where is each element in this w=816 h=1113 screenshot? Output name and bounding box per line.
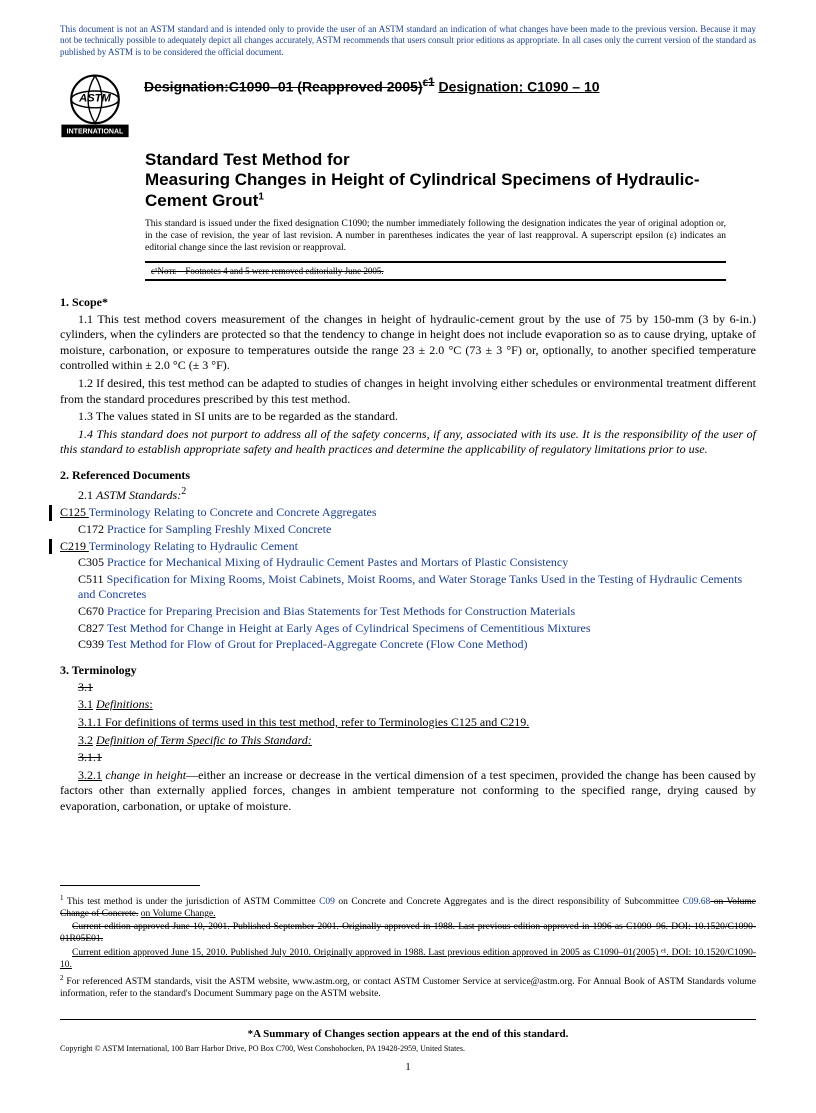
ref-title[interactable]: Terminology Relating to Concrete and Con… bbox=[89, 505, 377, 519]
ref-title[interactable]: Specification for Mixing Rooms, Moist Ca… bbox=[78, 572, 742, 602]
footnote-1-new-line: Current edition approved June 15, 2010. … bbox=[60, 948, 756, 972]
para-3-2-1: 3.2.1 change in height—either an increas… bbox=[60, 768, 756, 815]
ref-item: C827 Test Method for Change in Height at… bbox=[78, 621, 756, 637]
svg-text:ASTM: ASTM bbox=[78, 92, 111, 104]
para-1-2: 1.2 If desired, this test method can be … bbox=[60, 376, 756, 407]
title-sup: 1 bbox=[258, 191, 264, 202]
footnote-1-strike-line: Current edition approved June 10, 2001. … bbox=[60, 922, 756, 946]
ref-item: C305 Practice for Mechanical Mixing of H… bbox=[78, 555, 756, 571]
ref-item: C125 Terminology Relating to Concrete an… bbox=[49, 505, 756, 521]
epsilon-note: ε¹Nᴏᴛᴇ—Footnotes 4 and 5 were removed ed… bbox=[151, 266, 384, 276]
footnote-rule bbox=[60, 885, 200, 886]
ref-item: C670 Practice for Preparing Precision an… bbox=[78, 604, 756, 620]
ref-code: C939 bbox=[78, 637, 107, 651]
disclaimer-text: This document is not an ASTM standard an… bbox=[60, 24, 756, 58]
title-line1: Standard Test Method for bbox=[145, 150, 350, 169]
ref-title[interactable]: Terminology Relating to Hydraulic Cement bbox=[89, 539, 298, 553]
ref-title[interactable]: Practice for Preparing Precision and Bia… bbox=[107, 604, 575, 618]
ref-code: C511 bbox=[78, 572, 107, 586]
footnote-2: 2 For referenced ASTM standards, visit t… bbox=[60, 974, 756, 1001]
ref-title[interactable]: Test Method for Flow of Grout for Prepla… bbox=[107, 637, 528, 651]
page-number: 1 bbox=[60, 1061, 756, 1073]
designation-old: Designation:C1090–01 (Reapproved 2005) bbox=[144, 78, 423, 94]
ref-title[interactable]: Test Method for Change in Height at Earl… bbox=[107, 621, 591, 635]
ref-code: C172 bbox=[78, 522, 107, 536]
ref-item: C939 Test Method for Flow of Grout for P… bbox=[78, 637, 756, 653]
footnote-link-c0968[interactable]: C09.68 bbox=[683, 897, 711, 907]
ref-code: C670 bbox=[78, 604, 107, 618]
para-3-1-strike: 3.1 bbox=[78, 680, 756, 696]
designation-old-sup: ε1 bbox=[423, 76, 435, 89]
ref-title[interactable]: Practice for Mechanical Mixing of Hydrau… bbox=[107, 555, 568, 569]
ref-code: C219 bbox=[60, 539, 89, 553]
para-3-1-1-strike: 3.1.1 bbox=[78, 750, 756, 766]
footnote-1: 1 This test method is under the jurisdic… bbox=[60, 894, 756, 921]
bottom-rule bbox=[60, 1019, 756, 1020]
para-3-2: 3.2 Definition of Term Specific to This … bbox=[78, 733, 756, 749]
para-2-1: 2.1 ASTM Standards:2 bbox=[78, 485, 756, 504]
designation-new: Designation: C1090 – 10 bbox=[438, 78, 599, 94]
ref-item: C172 Practice for Sampling Freshly Mixed… bbox=[78, 522, 756, 538]
para-3-1: 3.1 Definitions: bbox=[78, 697, 756, 713]
section-3-head: 3. Terminology bbox=[60, 663, 756, 678]
svg-text:INTERNATIONAL: INTERNATIONAL bbox=[67, 128, 124, 135]
ref-code: C827 bbox=[78, 621, 107, 635]
section-2-head: 2. Referenced Documents bbox=[60, 468, 756, 483]
section-1-head: 1. Scope* bbox=[60, 295, 756, 310]
para-1-1: 1.1 This test method covers measurement … bbox=[60, 312, 756, 374]
epsilon-note-box: ε¹Nᴏᴛᴇ—Footnotes 4 and 5 were removed ed… bbox=[145, 261, 726, 281]
designation: Designation:C1090–01 (Reapproved 2005)ε1… bbox=[144, 70, 600, 95]
title-line2: Measuring Changes in Height of Cylindric… bbox=[145, 170, 700, 209]
ref-title[interactable]: Practice for Sampling Freshly Mixed Conc… bbox=[107, 522, 331, 536]
para-1-4: 1.4 This standard does not purport to ad… bbox=[60, 427, 756, 458]
ref-item: C511 Specification for Mixing Rooms, Moi… bbox=[78, 572, 756, 603]
para-3-1-1: 3.1.1 For definitions of terms used in t… bbox=[78, 715, 756, 731]
summary-of-changes: *A Summary of Changes section appears at… bbox=[60, 1028, 756, 1040]
astm-logo: ASTM INTERNATIONAL bbox=[60, 70, 130, 140]
para-1-3: 1.3 The values stated in SI units are to… bbox=[60, 409, 756, 425]
header-row: ASTM INTERNATIONAL Designation:C1090–01 … bbox=[60, 70, 756, 140]
ref-code: C125 bbox=[60, 505, 89, 519]
footnote-link-c09[interactable]: C09 bbox=[319, 897, 335, 907]
issuance-note: This standard is issued under the fixed … bbox=[145, 219, 726, 255]
title-block: Standard Test Method for Measuring Chang… bbox=[145, 150, 756, 211]
ref-code: C305 bbox=[78, 555, 107, 569]
copyright: Copyright © ASTM International, 100 Barr… bbox=[60, 1044, 756, 1053]
ref-item: C219 Terminology Relating to Hydraulic C… bbox=[49, 539, 756, 555]
